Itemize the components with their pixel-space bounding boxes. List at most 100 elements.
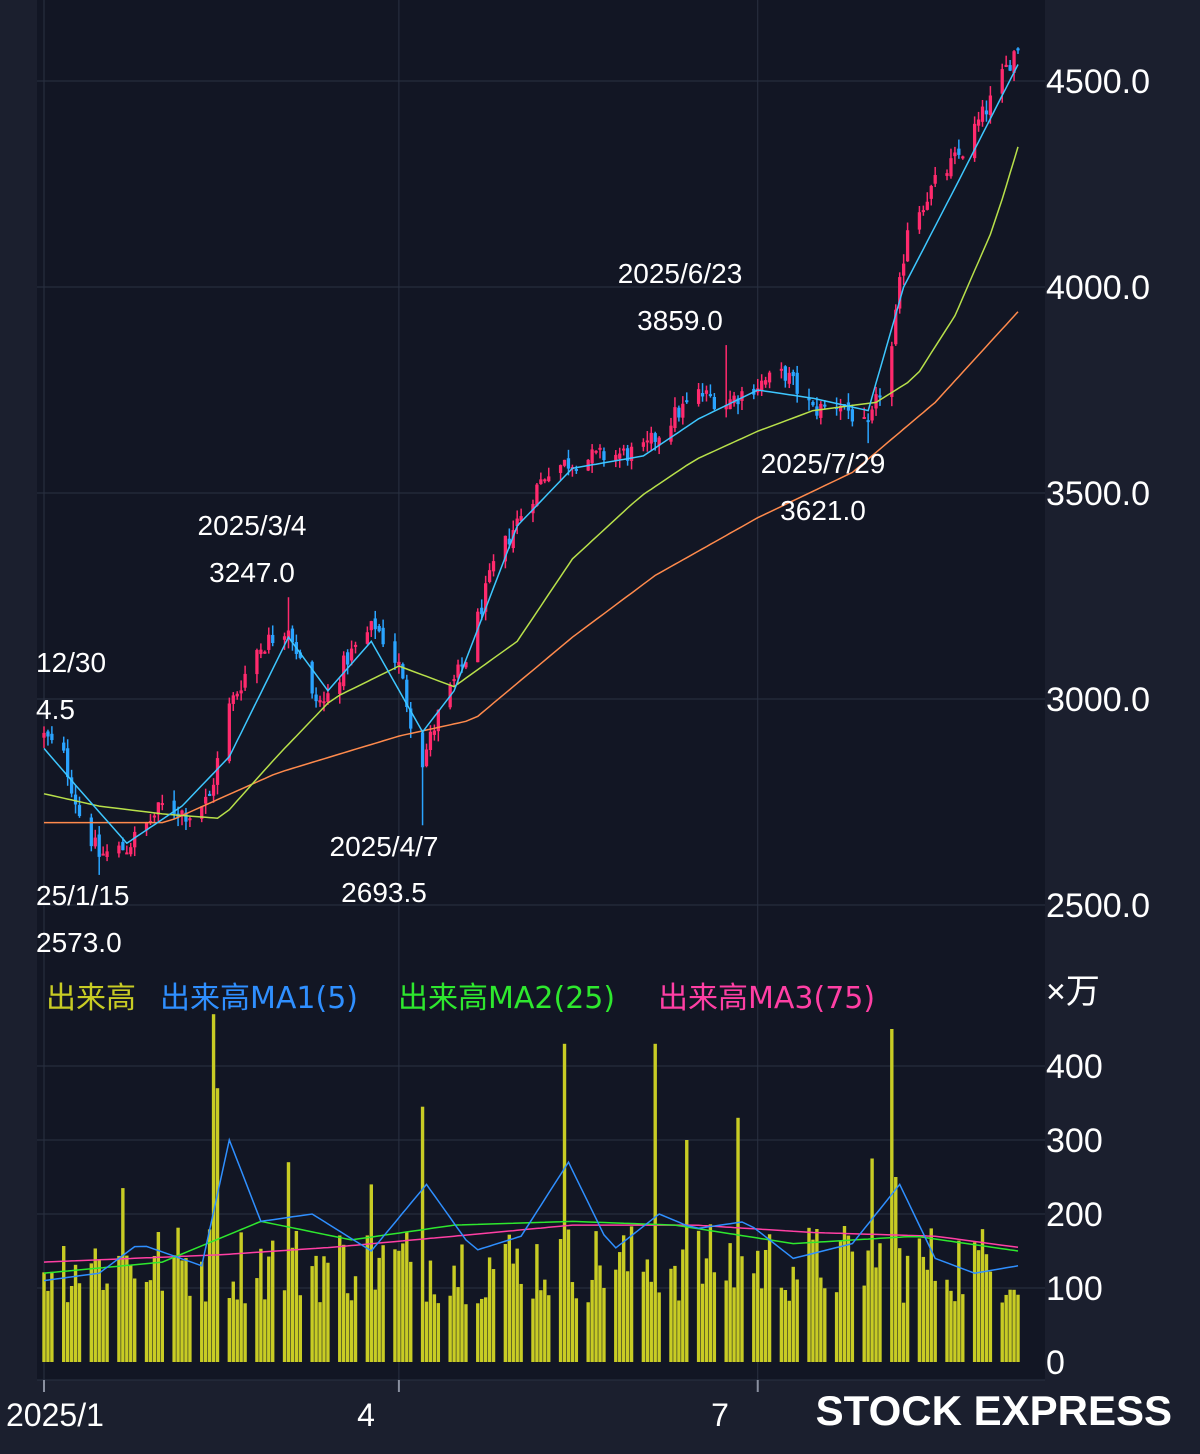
volume-bar [464,1304,468,1362]
volume-bar [740,1256,744,1362]
candle-body [645,440,649,443]
volume-bar [65,1302,70,1362]
candle-body [905,230,910,262]
candle-body [243,673,247,688]
candle-body [961,156,965,159]
candle-body [1004,64,1008,67]
volume-bar [460,1244,464,1362]
volume-bar [767,1234,772,1362]
volume-bar [231,1281,235,1362]
candle-body [369,621,373,631]
legend-volume-ma3: 出来高MA3(75) [658,981,875,1016]
volume-bar [972,1242,977,1362]
volume-bar [945,1279,949,1362]
candle-body [235,693,239,697]
candle-body [976,119,981,126]
volume-bar [657,1292,661,1362]
volume-bar [685,1140,689,1362]
x-tick-label: 4 [357,1397,375,1433]
volume-bar [728,1243,732,1362]
volume-bar [436,1303,441,1362]
volume-bar [645,1259,650,1362]
candle-body [405,679,409,708]
volume-bar [961,1294,965,1362]
volume-bar [432,1294,437,1362]
candle-body [73,794,78,805]
candle-body [614,454,618,461]
annotation-date: 2025/6/23 [618,258,743,289]
price-y-axis: 4500.0 4000.0 3500.0 3000.0 2500.0 [1046,63,1150,925]
candle-body [740,391,744,401]
volume-bar [259,1248,263,1362]
volume-bar [89,1263,94,1362]
volume-bar [215,1088,220,1362]
candle-body [519,516,523,521]
candle-body [574,468,578,471]
volume-bar [381,1245,385,1362]
volume-bar [184,1258,188,1362]
volume-bar [850,1251,855,1362]
candle-body [480,607,484,615]
candle-body [211,784,216,796]
candle-body [543,479,547,482]
volume-bar [598,1265,602,1362]
volume-bar [129,1264,133,1362]
candle-body [420,732,425,768]
volume-bar [286,1162,291,1362]
volume-bar [424,1301,429,1362]
candle-body [823,404,827,407]
candle-body [184,812,188,822]
volume-bar [519,1283,523,1362]
candle-body [424,749,429,767]
candle-body [539,479,543,485]
volume-bar [984,1254,989,1362]
volume-bar [491,1269,496,1362]
volume-bar [547,1295,551,1362]
volume-bar [318,1302,322,1362]
candle-body [819,403,823,418]
volume-bar [539,1290,543,1362]
volume-bar [641,1271,646,1362]
annotation-date: 2025/4/7 [330,831,439,862]
volume-bar [921,1256,926,1362]
candle-body [898,277,902,309]
volume-bar [298,1295,303,1362]
volume-bar [176,1227,180,1362]
annotation-date: 25/1/15 [36,880,129,911]
volume-bar [373,1289,377,1362]
volume-bar [878,1243,882,1362]
volume-bar [795,1279,799,1362]
candle-body [704,390,709,394]
candle-body [207,793,212,796]
volume-bar [365,1235,370,1362]
volume-bar [602,1287,606,1362]
candle-body [353,644,358,647]
volume-bar [341,1244,346,1362]
volume-bar [282,1290,287,1362]
candle-body [298,652,302,658]
volume-bar [953,1301,957,1362]
candle-body [783,366,787,381]
volume-bar [621,1235,626,1362]
candle-body [231,695,235,704]
volume-bar [531,1298,535,1362]
candle-body [1000,69,1004,94]
candle-body [188,818,192,821]
candle-body [929,185,933,199]
price-tick-label: 2500.0 [1046,887,1150,925]
candle-body [511,530,515,549]
candle-body [838,405,843,412]
candle-body [590,449,594,464]
candle-body [322,701,326,704]
candle-body [566,458,571,469]
candle-body [318,700,322,703]
volume-bar [46,1290,50,1362]
candle-body [133,831,137,848]
volume-bar [239,1232,243,1362]
candle-body [957,148,961,155]
candle-body [870,409,874,421]
candle-body [397,661,401,666]
candle-body [345,652,350,665]
legend-volume: 出来高 [46,981,136,1016]
